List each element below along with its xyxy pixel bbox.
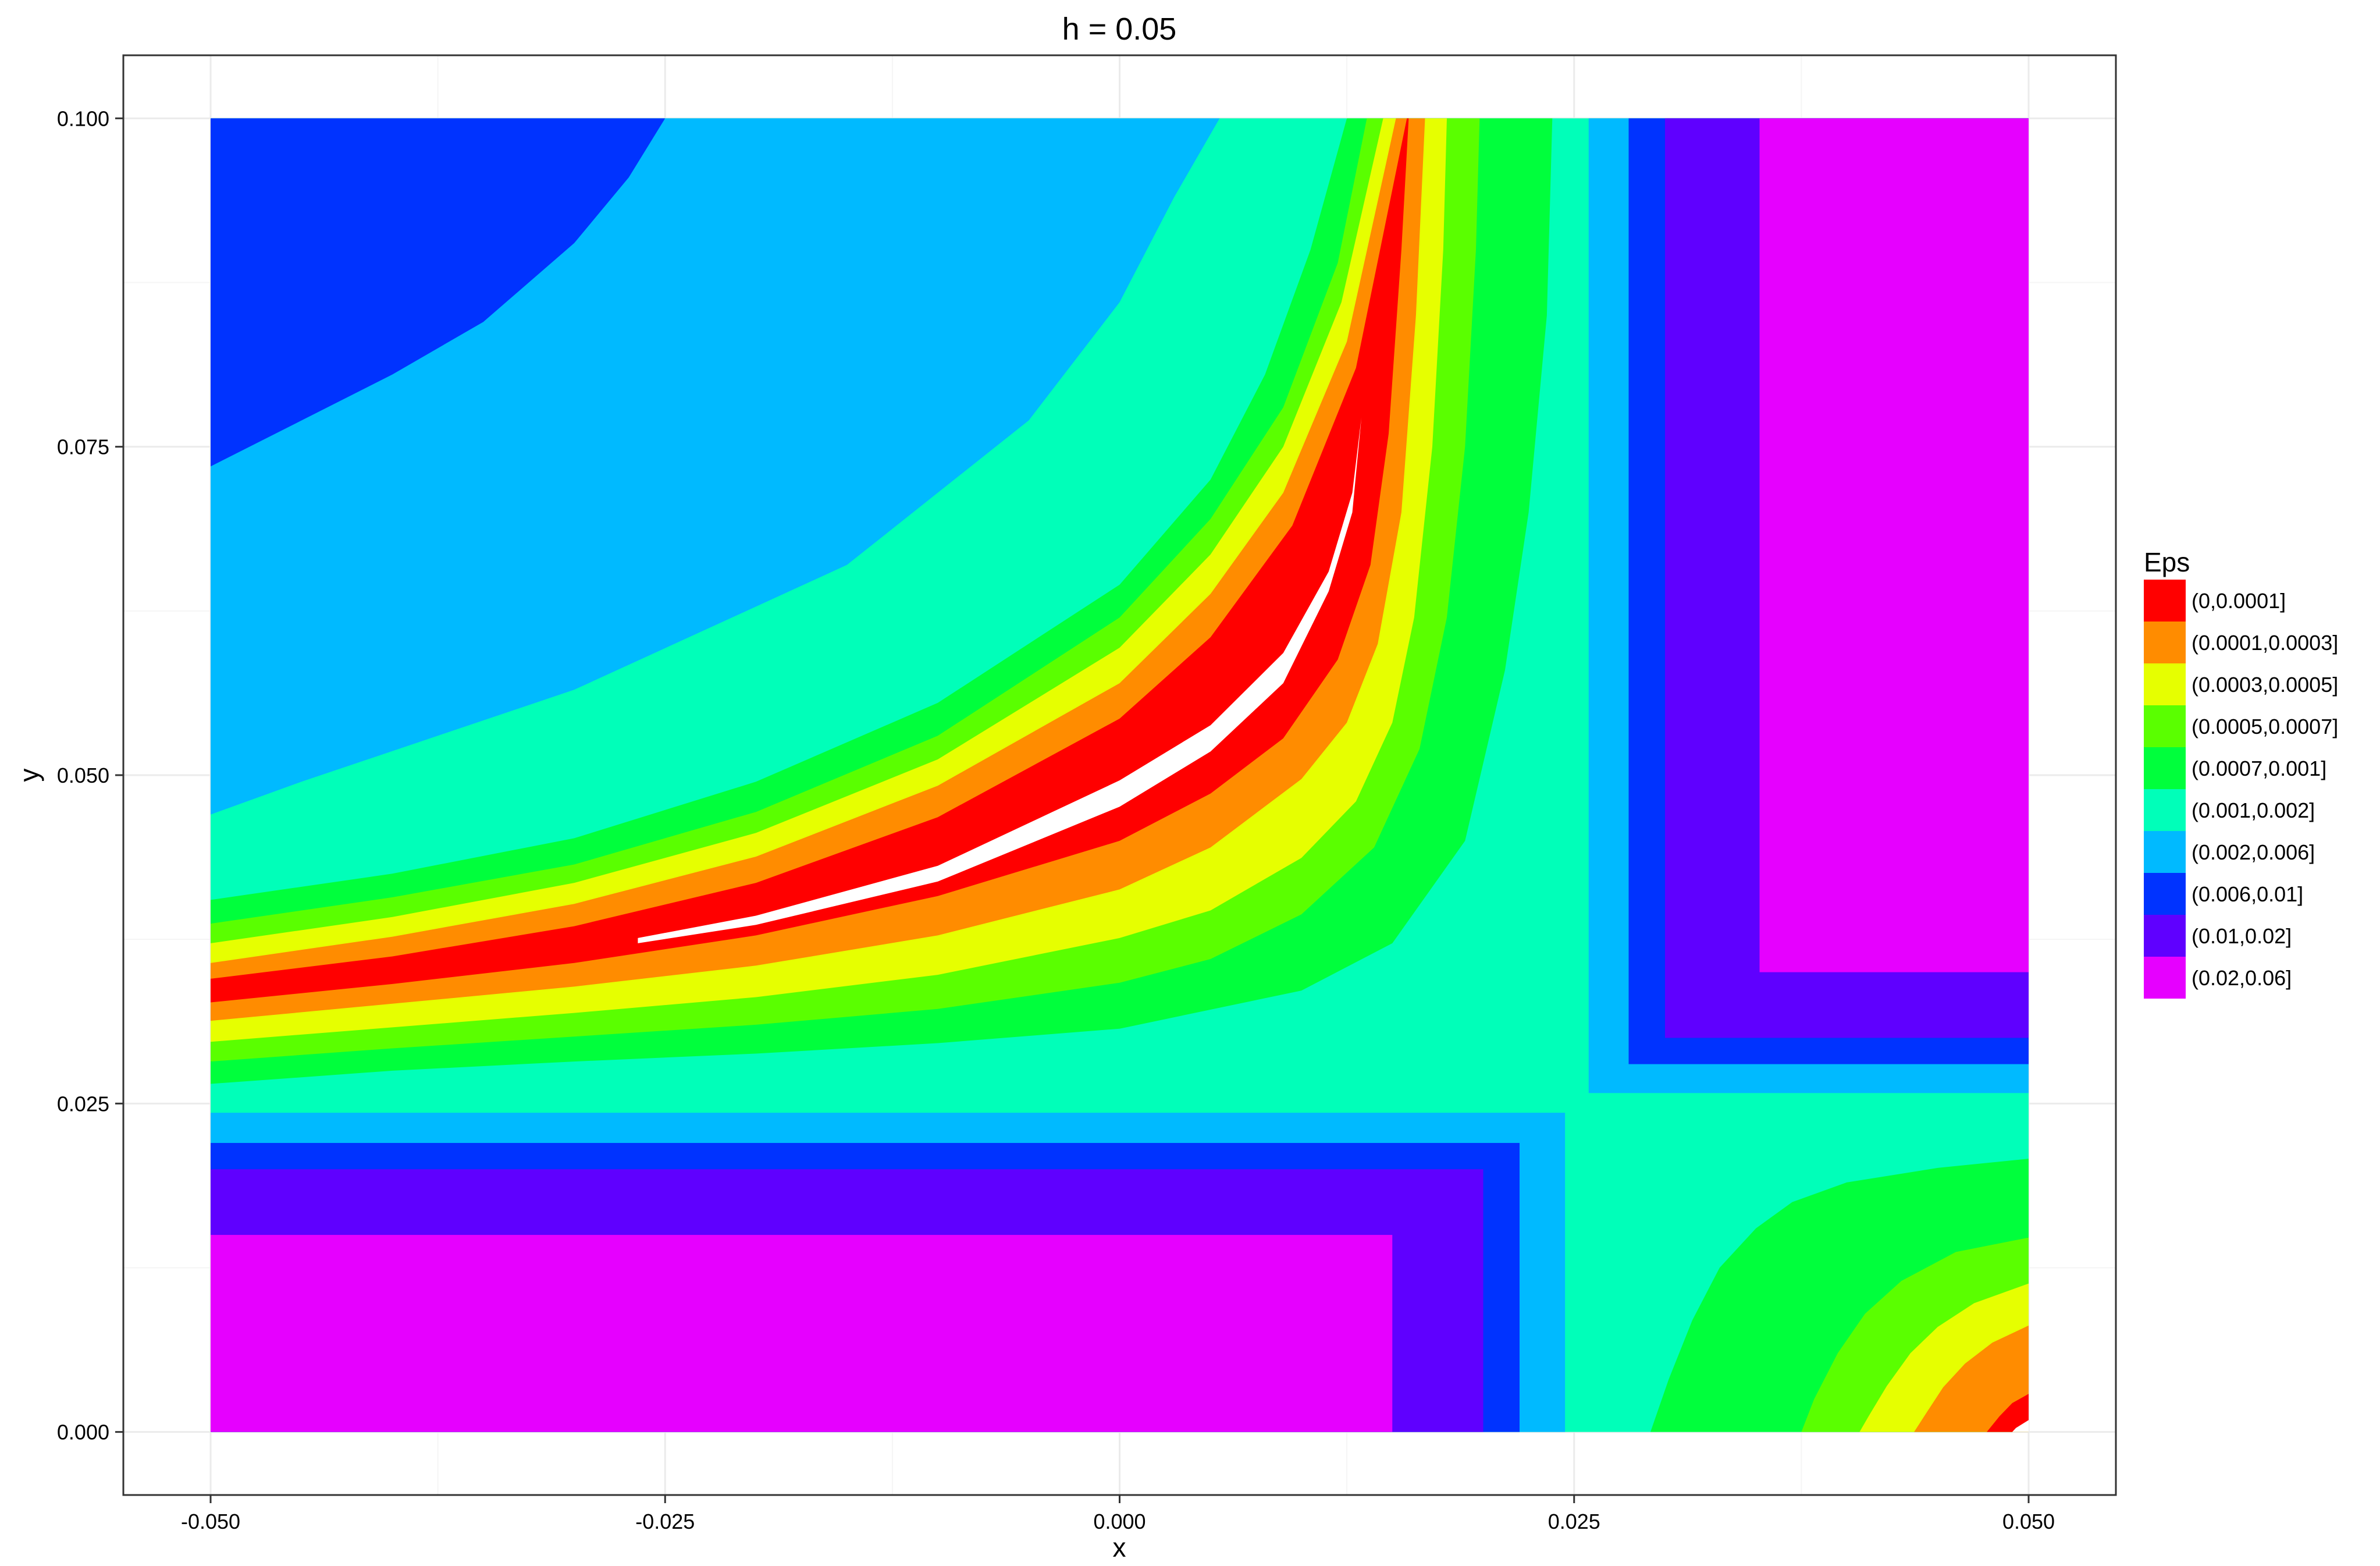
- region-0-0001-0-0003-bottom-right: [1914, 1325, 2029, 1432]
- region-0-0-0001-bottom-right: [1987, 1394, 2029, 1432]
- region-0-02-0-06-bottom-left: [211, 1235, 1393, 1432]
- legend-label-2: (0.0003,0.0005]: [2192, 673, 2338, 697]
- legend-key-5: [2144, 789, 2186, 831]
- axes: -0.050 -0.025 0.000 0.025 0.050 0.000 0.025 0.0…: [57, 106, 2055, 1533]
- y-tick-label: 0.000: [57, 1421, 109, 1444]
- legend-label-3: (0.0005,0.0007]: [2192, 715, 2338, 738]
- legend-key-8: [2144, 915, 2186, 957]
- legend-key-3: [2144, 705, 2186, 747]
- legend-label-8: (0.01,0.02]: [2192, 924, 2292, 948]
- legend-key-7: [2144, 873, 2186, 915]
- y-tick-label: 0.075: [57, 435, 109, 459]
- heatmap-regions: [211, 118, 2029, 1432]
- y-tick-label: 0.025: [57, 1092, 109, 1116]
- x-tick-label: 0.050: [2002, 1510, 2055, 1533]
- region-0-02-0-06-top-right: [1759, 118, 2029, 972]
- legend-label-9: (0.02,0.06]: [2192, 966, 2292, 990]
- x-tick-label: -0.025: [635, 1510, 695, 1533]
- legend-label-4: (0.0007,0.001]: [2192, 757, 2326, 780]
- x-tick-label: -0.050: [181, 1510, 240, 1533]
- legend-key-9: [2144, 957, 2186, 999]
- legend-label-5: (0.001,0.002]: [2192, 798, 2315, 822]
- x-tick-label: 0.000: [1093, 1510, 1145, 1533]
- legend-key-1: [2144, 622, 2186, 663]
- y-tick-label: 0.100: [57, 106, 109, 130]
- x-tick-label: 0.025: [1548, 1510, 1600, 1533]
- region-0-0-0001-valley: [211, 118, 1409, 1003]
- y-axis-title: y: [14, 769, 44, 782]
- region-0-006-0-01-top-left: [211, 118, 666, 467]
- region-white-sliver: [638, 418, 1362, 943]
- legend-key-6: [2144, 831, 2186, 873]
- y-tick-label: 0.050: [57, 764, 109, 787]
- chart-title: h = 0.05: [1062, 12, 1177, 47]
- legend-label-1: (0.0001,0.0003]: [2192, 631, 2338, 655]
- legend-label-0: (0,0.0001]: [2192, 589, 2286, 613]
- legend-label-6: (0.002,0.006]: [2192, 840, 2315, 864]
- legend: Eps (0,0.0001] (0.0001,0.0003] (0.0003,0.0…: [2144, 547, 2338, 999]
- region-white-bottom-right: [2012, 1420, 2029, 1432]
- legend-key-2: [2144, 663, 2186, 705]
- x-axis-title: x: [1113, 1532, 1126, 1563]
- legend-key-4: [2144, 747, 2186, 789]
- legend-key-0: [2144, 580, 2186, 622]
- legend-label-7: (0.006,0.01]: [2192, 882, 2303, 906]
- legend-title: Eps: [2144, 547, 2190, 577]
